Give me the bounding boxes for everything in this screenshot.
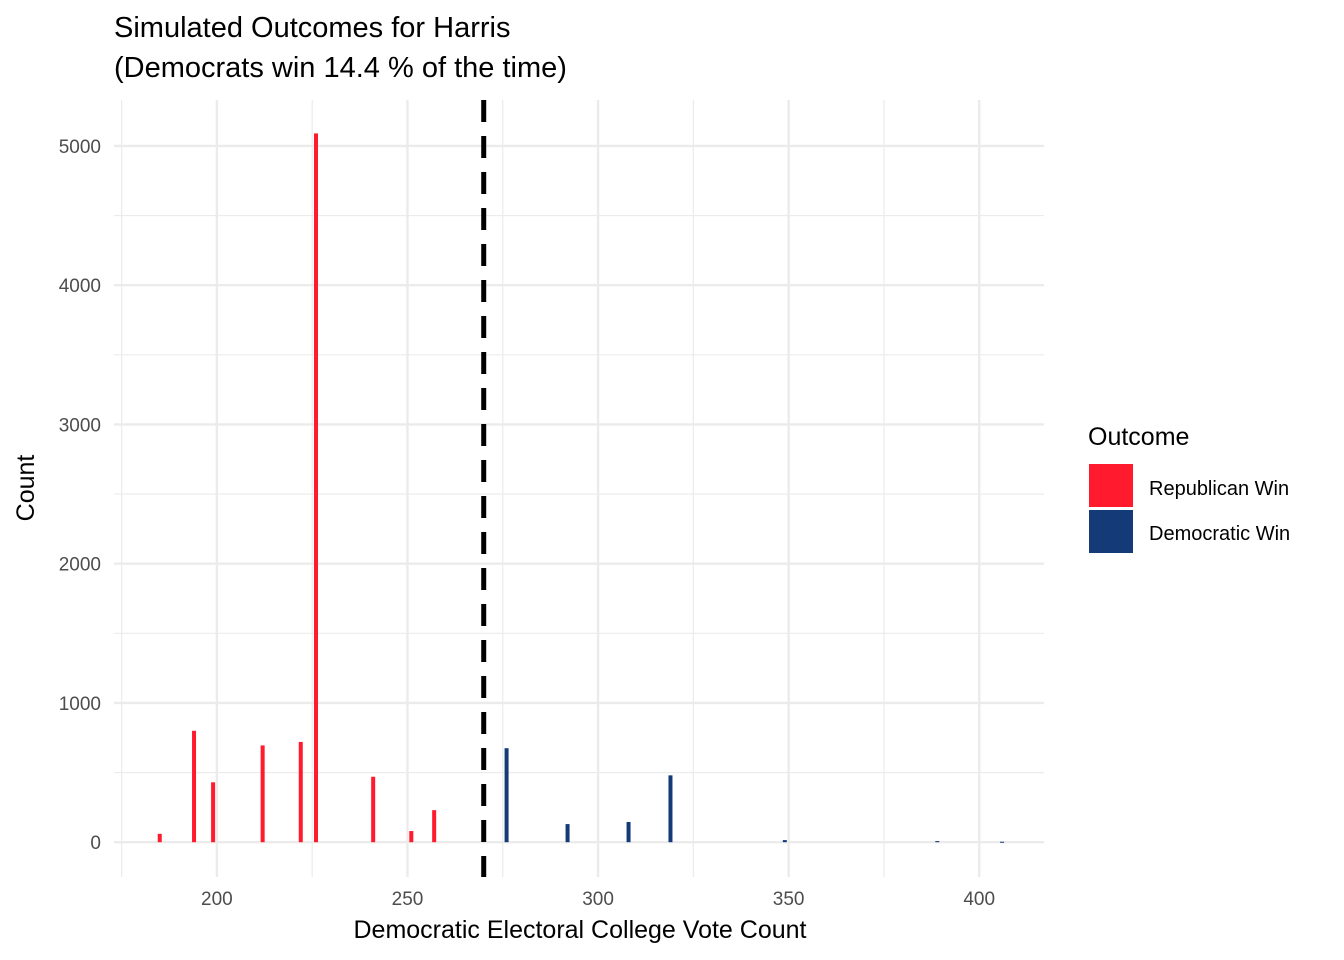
bar-republican-251 bbox=[409, 831, 414, 843]
legend: Outcome Republican Win Democratic Win bbox=[1088, 423, 1290, 553]
bar-democratic-276 bbox=[504, 748, 509, 843]
bar-republican-241 bbox=[371, 776, 376, 843]
chart-subtitle: (Democrats win 14.4 % of the time) bbox=[114, 52, 567, 84]
legend-swatch-democratic bbox=[1089, 510, 1133, 553]
legend-label-democratic: Democratic Win bbox=[1149, 523, 1290, 545]
y-tick-label-5000: 5000 bbox=[59, 137, 101, 158]
bar-democratic-406 bbox=[1000, 841, 1005, 843]
y-tick-label-1000: 1000 bbox=[59, 694, 101, 715]
bar-republican-194 bbox=[192, 730, 197, 843]
x-tick-label-400: 400 bbox=[963, 889, 995, 910]
y-tick-label-0: 0 bbox=[90, 833, 101, 854]
bar-republican-222 bbox=[298, 741, 303, 843]
x-tick-label-300: 300 bbox=[582, 889, 614, 910]
bar-republican-185 bbox=[157, 833, 162, 843]
x-tick-label-250: 250 bbox=[392, 889, 424, 910]
legend-title: Outcome bbox=[1088, 423, 1189, 451]
legend-swatch-republican bbox=[1089, 464, 1133, 507]
bar-republican-212 bbox=[260, 745, 265, 843]
x-tick-label-200: 200 bbox=[201, 889, 233, 910]
bar-democratic-389 bbox=[935, 841, 940, 843]
bar-democratic-319 bbox=[668, 775, 673, 843]
bar-democratic-349 bbox=[782, 840, 787, 843]
x-axis-title: Democratic Electoral College Vote Count bbox=[353, 916, 806, 944]
y-axis-title: Count bbox=[12, 455, 40, 522]
y-tick-label-2000: 2000 bbox=[59, 555, 101, 576]
bar-republican-257 bbox=[432, 810, 437, 843]
bar-republican-199 bbox=[211, 782, 216, 843]
bar-republican-226 bbox=[314, 133, 319, 843]
bar-democratic-308 bbox=[626, 821, 631, 843]
y-tick-label-4000: 4000 bbox=[59, 276, 101, 297]
grid-lines bbox=[114, 100, 1044, 877]
x-tick-label-350: 350 bbox=[773, 889, 805, 910]
chart-title: Simulated Outcomes for Harris bbox=[114, 12, 510, 44]
bars bbox=[157, 133, 1005, 843]
legend-label-republican: Republican Win bbox=[1149, 478, 1289, 500]
y-tick-label-3000: 3000 bbox=[59, 415, 101, 436]
bar-democratic-292 bbox=[565, 824, 570, 843]
